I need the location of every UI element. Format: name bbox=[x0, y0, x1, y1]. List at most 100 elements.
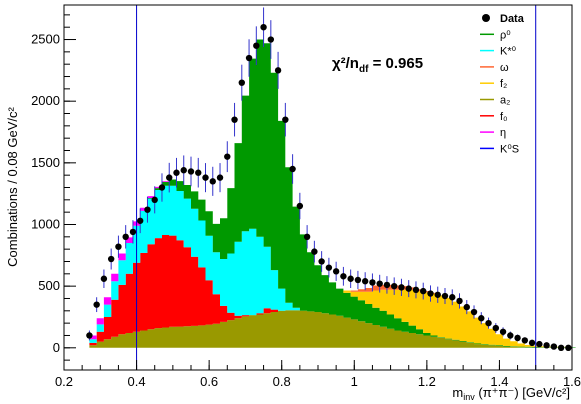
data-point-51 bbox=[456, 297, 463, 305]
data-point-43 bbox=[398, 284, 405, 291]
y-tick-label-4: 2000 bbox=[31, 93, 60, 108]
data-point-28 bbox=[289, 165, 296, 173]
data-point-23 bbox=[253, 42, 260, 49]
y-tick-label-0: 0 bbox=[53, 340, 60, 355]
x-tick-label-1: 0.4 bbox=[128, 374, 146, 389]
data-point-66 bbox=[565, 344, 572, 352]
data-point-13 bbox=[180, 167, 187, 174]
data-point-27 bbox=[282, 116, 289, 123]
legend-label-6: f₀ bbox=[500, 111, 508, 123]
data-point-40 bbox=[376, 280, 383, 287]
data-point-38 bbox=[361, 278, 369, 285]
data-point-42 bbox=[391, 282, 398, 290]
data-point-52 bbox=[463, 303, 470, 311]
data-point-45 bbox=[412, 286, 420, 294]
data-point-7 bbox=[137, 217, 144, 224]
chi2-annotation-main: χ²/n bbox=[332, 55, 359, 72]
data-point-0 bbox=[86, 332, 93, 339]
legend: Data ρ⁰ K*⁰ ω f₂ a₂ f₀ η K⁰S bbox=[480, 13, 525, 155]
data-point-34 bbox=[332, 268, 340, 275]
x-tick-label-7: 1.6 bbox=[563, 374, 581, 389]
x-tick-label-0: 0.2 bbox=[55, 374, 73, 389]
data-point-15 bbox=[195, 169, 202, 176]
data-point-26 bbox=[274, 67, 282, 74]
data-point-5 bbox=[122, 233, 129, 241]
stacked-series bbox=[82, 39, 576, 348]
data-point-16 bbox=[202, 174, 209, 181]
y-tick-label-5: 2500 bbox=[31, 32, 60, 47]
data-point-18 bbox=[216, 174, 224, 181]
chi2-annotation: χ²/ndf = 0.965 bbox=[332, 55, 423, 75]
data-point-53 bbox=[470, 308, 478, 316]
x-tick-label-2: 0.6 bbox=[200, 374, 218, 389]
data-point-63 bbox=[543, 342, 550, 349]
legend-label-3: ω bbox=[500, 62, 509, 74]
data-point-41 bbox=[383, 281, 391, 289]
legend-label-1: ρ⁰ bbox=[500, 29, 511, 41]
legend-label-5: a₂ bbox=[500, 95, 510, 107]
series-area-2 bbox=[82, 185, 576, 348]
data-points bbox=[86, 7, 572, 352]
legend-label-2: K*⁰ bbox=[500, 46, 517, 58]
data-point-3 bbox=[107, 255, 115, 263]
data-point-56 bbox=[492, 324, 499, 332]
data-point-32 bbox=[318, 258, 325, 265]
data-point-62 bbox=[536, 340, 543, 348]
data-point-1 bbox=[93, 301, 100, 308]
x-tick-label-5: 1.2 bbox=[418, 374, 436, 389]
data-point-47 bbox=[427, 290, 434, 297]
legend-label-0: Data bbox=[500, 13, 525, 25]
data-point-2 bbox=[100, 275, 108, 282]
data-point-12 bbox=[173, 169, 180, 176]
x-axis-label: minv (π⁺π⁻) [GeV/c²] bbox=[452, 385, 570, 402]
data-point-10 bbox=[158, 184, 166, 191]
data-point-50 bbox=[449, 294, 456, 301]
legend-marker-data bbox=[482, 14, 490, 22]
legend-label-8: K⁰S bbox=[500, 143, 519, 155]
y-tick-label-1: 500 bbox=[38, 278, 60, 293]
data-point-25 bbox=[267, 36, 275, 43]
data-point-6 bbox=[129, 228, 137, 236]
x-axis: 0.2 0.4 0.6 0.8 1 1.2 1.4 1.6 bbox=[55, 360, 581, 389]
data-point-61 bbox=[528, 339, 536, 347]
y-tick-label-2: 1000 bbox=[31, 216, 60, 231]
data-point-21 bbox=[238, 79, 245, 86]
data-point-19 bbox=[224, 153, 231, 160]
x-axis-label-rest: (π⁺π⁻) [GeV/c²] bbox=[475, 385, 570, 400]
data-point-30 bbox=[303, 233, 311, 241]
x-tick-label-3: 0.8 bbox=[273, 374, 291, 389]
y-tick-label-3: 1500 bbox=[31, 155, 60, 170]
data-point-36 bbox=[347, 275, 354, 282]
data-point-4 bbox=[115, 243, 122, 250]
data-point-29 bbox=[296, 202, 304, 210]
chi2-annotation-rest: = 0.965 bbox=[368, 55, 423, 72]
data-point-58 bbox=[507, 332, 514, 339]
data-point-57 bbox=[499, 328, 507, 335]
legend-label-4: f₂ bbox=[500, 78, 507, 90]
x-tick-label-4: 1 bbox=[351, 374, 358, 389]
x-axis-label-main: m bbox=[452, 385, 463, 400]
data-point-9 bbox=[151, 196, 158, 204]
data-point-22 bbox=[245, 54, 253, 62]
data-point-14 bbox=[187, 168, 195, 175]
selection-lines bbox=[136, 5, 537, 370]
data-point-60 bbox=[521, 337, 529, 344]
data-point-20 bbox=[231, 116, 238, 123]
y-axis-label: Combinations / 0.08 GeV/c² bbox=[5, 106, 20, 266]
data-point-31 bbox=[311, 248, 318, 255]
data-point-49 bbox=[441, 292, 449, 300]
data-point-65 bbox=[557, 344, 565, 352]
legend-label-7: η bbox=[500, 127, 506, 139]
x-axis-label-sub: inv bbox=[463, 392, 475, 402]
data-point-11 bbox=[166, 174, 173, 181]
series-area-1 bbox=[82, 235, 576, 348]
data-point-46 bbox=[420, 287, 427, 295]
data-point-48 bbox=[434, 291, 441, 298]
x-tick-label-6: 1.4 bbox=[490, 374, 508, 389]
data-point-64 bbox=[550, 343, 558, 350]
data-point-39 bbox=[369, 279, 376, 286]
data-point-33 bbox=[325, 264, 333, 271]
data-point-54 bbox=[478, 315, 485, 322]
data-point-8 bbox=[144, 206, 151, 213]
